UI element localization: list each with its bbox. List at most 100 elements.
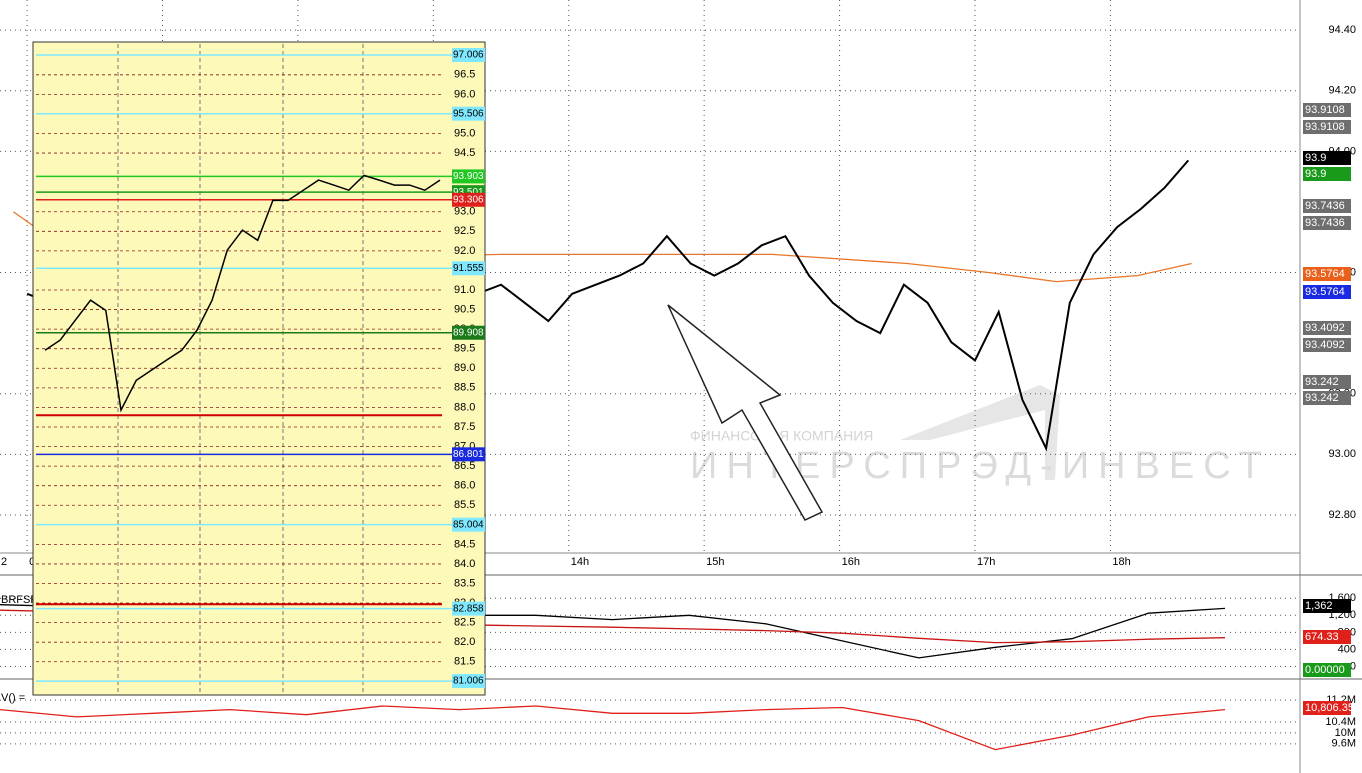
panel-label: BRFSF [1, 594, 37, 606]
inset-level-label: 93.306 [453, 194, 484, 205]
inset-level-label: 81.006 [453, 676, 484, 687]
inset-level-box [452, 261, 485, 276]
inset-level-box [452, 674, 485, 689]
inset-tick-label: 86.5 [454, 460, 475, 472]
inset-tick-label: 92.0 [454, 245, 475, 257]
price-flag-label: 1,362 [1305, 600, 1333, 612]
inset-tick-label: 96.5 [454, 69, 475, 81]
inset-level-box [452, 601, 485, 616]
inset-tick-label: 82.0 [454, 636, 475, 648]
price-flag-box [1303, 199, 1351, 213]
x-tick-label: 17h [977, 556, 995, 568]
watermark-company: ФИНАНСОВАЯ КОМПАНИЯ [690, 428, 873, 444]
price-flag-box [1303, 321, 1351, 335]
inset-tick-label: 81.5 [454, 656, 475, 668]
inset-level-label: 85.004 [453, 519, 484, 530]
inset-level-box [452, 325, 485, 340]
price-flag-label: 93.4092 [1305, 322, 1345, 334]
inset-tick-label: 93.0 [454, 206, 475, 218]
inset-tick-label: 87.5 [454, 421, 475, 433]
pointer-arrow [667, 304, 824, 521]
panel-label: 2 [1, 556, 7, 568]
price-flag-box [1303, 103, 1351, 117]
x-tick-label: 15h [706, 556, 724, 568]
inset-tick-label: 89.0 [454, 362, 475, 374]
price-flag-box [1303, 630, 1351, 644]
inset-tick-label: 90.5 [454, 303, 475, 315]
inset-level-box [452, 517, 485, 532]
price-flag-label: 93.242 [1305, 376, 1339, 388]
y-tick-label: 92.80 [1328, 509, 1356, 521]
price-flag-label: 93.9 [1305, 168, 1326, 180]
inset-tick-label: 88.5 [454, 382, 475, 394]
inset-level-label: 82.858 [453, 603, 484, 614]
price-flag-label: 674.33 [1305, 631, 1339, 643]
panel-label: V() = [1, 692, 25, 704]
price-flag-box [1303, 701, 1351, 715]
price-flag-label: 93.9 [1305, 152, 1326, 164]
inset-tick-label: 84.0 [454, 558, 475, 570]
x-tick-label: 18h [1112, 556, 1130, 568]
y-tick-label: 400 [1338, 643, 1356, 655]
inset-tick-label: 89.5 [454, 343, 475, 355]
price-flag-box [1303, 151, 1351, 165]
price-flag-box [1303, 267, 1351, 281]
inset-level-label: 91.555 [453, 263, 484, 274]
inset-level-box [452, 169, 485, 184]
inset-tick-label: 88.0 [454, 401, 475, 413]
price-flag-label: 0.00000 [1305, 664, 1345, 676]
inset-level-label: 97.006 [453, 50, 484, 61]
inset-panel: 96.596.095.094.593.092.592.091.090.590.0… [32, 41, 486, 696]
inset-tick-label: 94.5 [454, 147, 475, 159]
price-flag-label: 93.5764 [1305, 286, 1345, 298]
price-flag-label: 93.5764 [1305, 268, 1345, 280]
price-flag-box [1303, 663, 1351, 677]
price-flag-box [1303, 338, 1351, 352]
y-tick-label: 10.4M [1325, 716, 1356, 728]
inset-level-box [452, 192, 485, 207]
y-tick-label: 93.00 [1328, 448, 1356, 460]
inset-tick-label: 82.5 [454, 617, 475, 629]
price-flag-label: 93.7436 [1305, 200, 1345, 212]
price-flag-label: 93.9108 [1305, 104, 1345, 116]
inset-level-box [452, 447, 485, 462]
inset-level-label: 93.501 [453, 187, 484, 198]
price-flag-box [1303, 391, 1351, 405]
y-tick-label: 9.6M [1332, 738, 1356, 750]
inset-level-label: 89.908 [453, 327, 484, 338]
x-tick-label: 14h [571, 556, 589, 568]
price-flag-box [1303, 216, 1351, 230]
price-flag-label: 93.4092 [1305, 339, 1345, 351]
price-flag-box [1303, 167, 1351, 181]
inset-tick-label: 86.0 [454, 480, 475, 492]
price-flag-box [1303, 285, 1351, 299]
price-flag-label: 93.242 [1305, 392, 1339, 404]
price-flag-box [1303, 120, 1351, 134]
price-flag-label: 93.9108 [1305, 121, 1345, 133]
y-tick-label: 94.20 [1328, 85, 1356, 97]
price-flag-box [1303, 599, 1351, 613]
price-flag-box [1303, 375, 1351, 389]
inset-level-box [452, 48, 485, 62]
inset-tick-label: 83.5 [454, 577, 475, 589]
inset-tick-label: 85.5 [454, 499, 475, 511]
inset-tick-label: 84.5 [454, 538, 475, 550]
y-tick-label: 94.40 [1328, 24, 1356, 36]
inset-level-box [452, 106, 485, 121]
inset-tick-label: 96.0 [454, 88, 475, 100]
x-tick-label: 16h [842, 556, 860, 568]
inset-level-label: 95.506 [453, 108, 484, 119]
series-line [0, 705, 1226, 751]
inset-tick-label: 92.5 [454, 225, 475, 237]
price-flag-label: 10,806.35 [1305, 702, 1354, 714]
inset-tick-label: 95.0 [454, 127, 475, 139]
y-tick-label: 10M [1335, 727, 1356, 739]
price-flag-label: 93.7436 [1305, 217, 1345, 229]
watermark-logo [900, 385, 1060, 480]
inset-price-line [44, 174, 441, 413]
inset-level-label: 93.903 [453, 171, 484, 182]
y-tick-label: 0 [1350, 660, 1356, 672]
inset-tick-label: 91.0 [454, 284, 475, 296]
inset-level-label: 86.801 [453, 449, 484, 460]
